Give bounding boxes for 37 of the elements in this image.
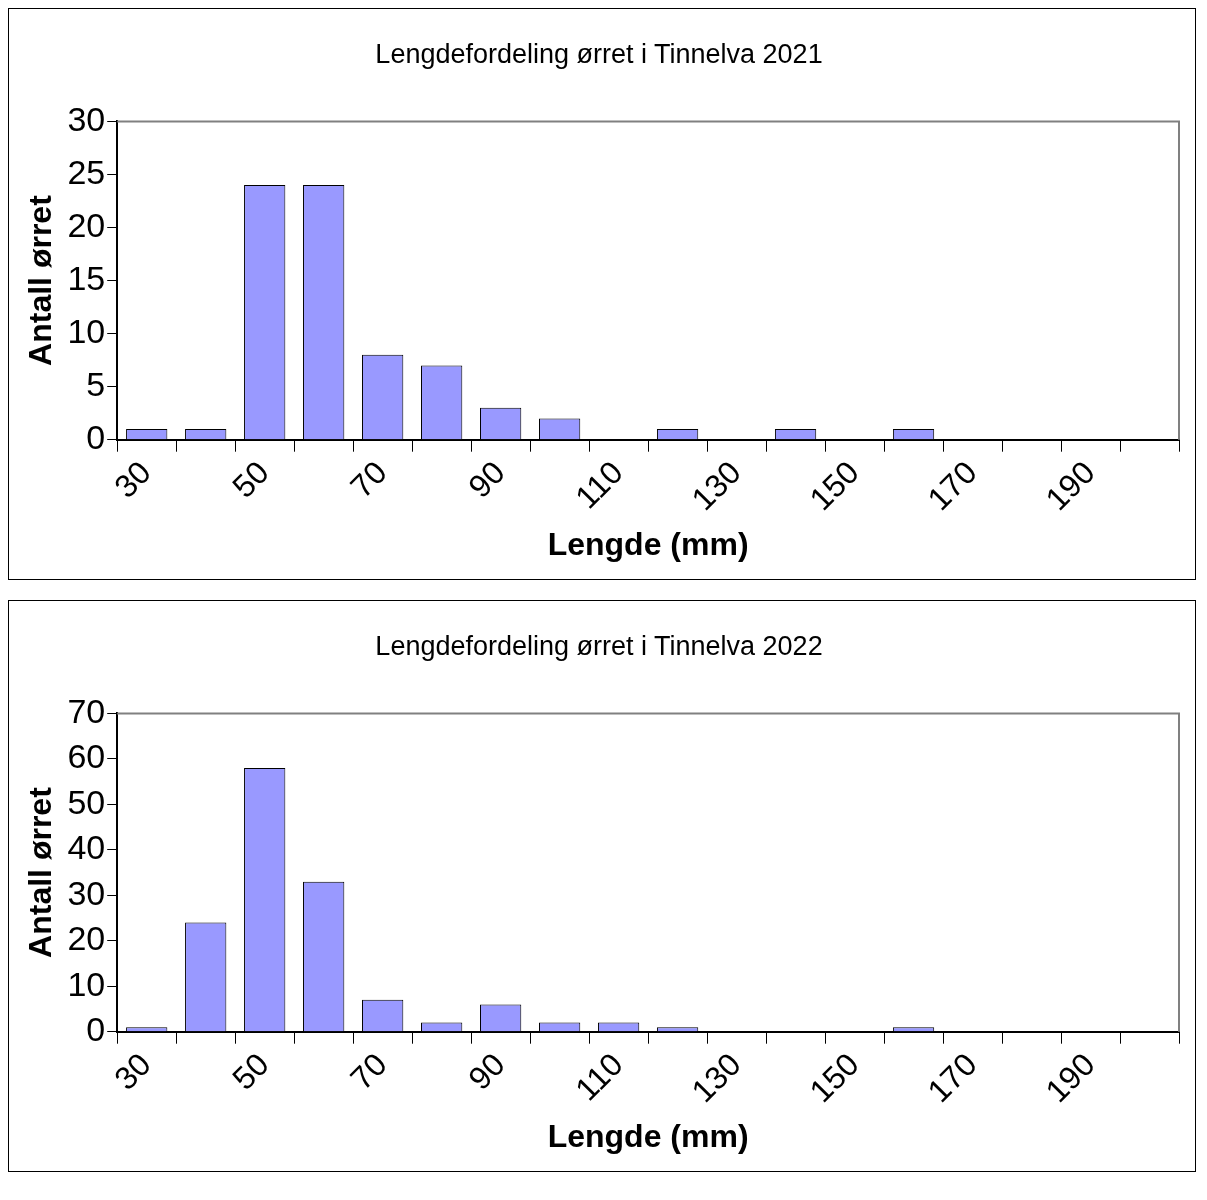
x-tick-label: 90 [461,454,512,505]
x-tick-label: 70 [343,454,394,505]
x-axis-title: Lengde (mm) [547,525,749,562]
x-tick-label: 110 [568,454,630,516]
y-tick-label: 0 [86,418,106,457]
y-tick-label: 60 [67,737,106,776]
x-tick-label: 90 [461,1046,512,1097]
y-tick-label: 50 [67,782,106,821]
y-tick-label: 5 [86,365,106,404]
x-tick-label: 50 [225,1046,276,1097]
y-tick-label: 20 [67,205,106,244]
y-tick-label: 70 [67,691,106,730]
y-tick-label: 15 [67,258,106,297]
x-tick-label: 190 [1038,1046,1102,1110]
y-axis-title: Antall ørret [22,786,59,958]
y-tick-label: 20 [67,919,106,958]
y-tick-label: 30 [67,99,106,138]
x-tick-label: 170 [920,1046,984,1110]
x-axis-title: Lengde (mm) [547,1117,749,1154]
y-tick-label: 40 [67,828,106,867]
y-tick-label: 25 [67,152,106,191]
chart-title: Lengdefordeling ørret i Tinnelva 2022 [375,630,823,661]
x-tick-label: 130 [684,1046,748,1110]
x-tick-label: 130 [684,454,748,518]
y-tick-label: 30 [67,873,106,912]
chart-title: Lengdefordeling ørret i Tinnelva 2021 [375,38,823,69]
y-axis-title: Antall ørret [22,194,59,366]
x-tick-label: 150 [802,1046,866,1110]
y-tick-label: 0 [86,1010,106,1049]
x-tick-label: 70 [343,1046,394,1097]
y-tick-label: 10 [67,964,106,1003]
y-tick-label: 10 [67,311,106,350]
x-tick-label: 110 [568,1046,630,1108]
x-tick-label: 190 [1038,454,1102,518]
x-tick-label: 170 [920,454,984,518]
x-tick-label: 150 [802,454,866,518]
x-tick-label: 50 [225,454,276,505]
